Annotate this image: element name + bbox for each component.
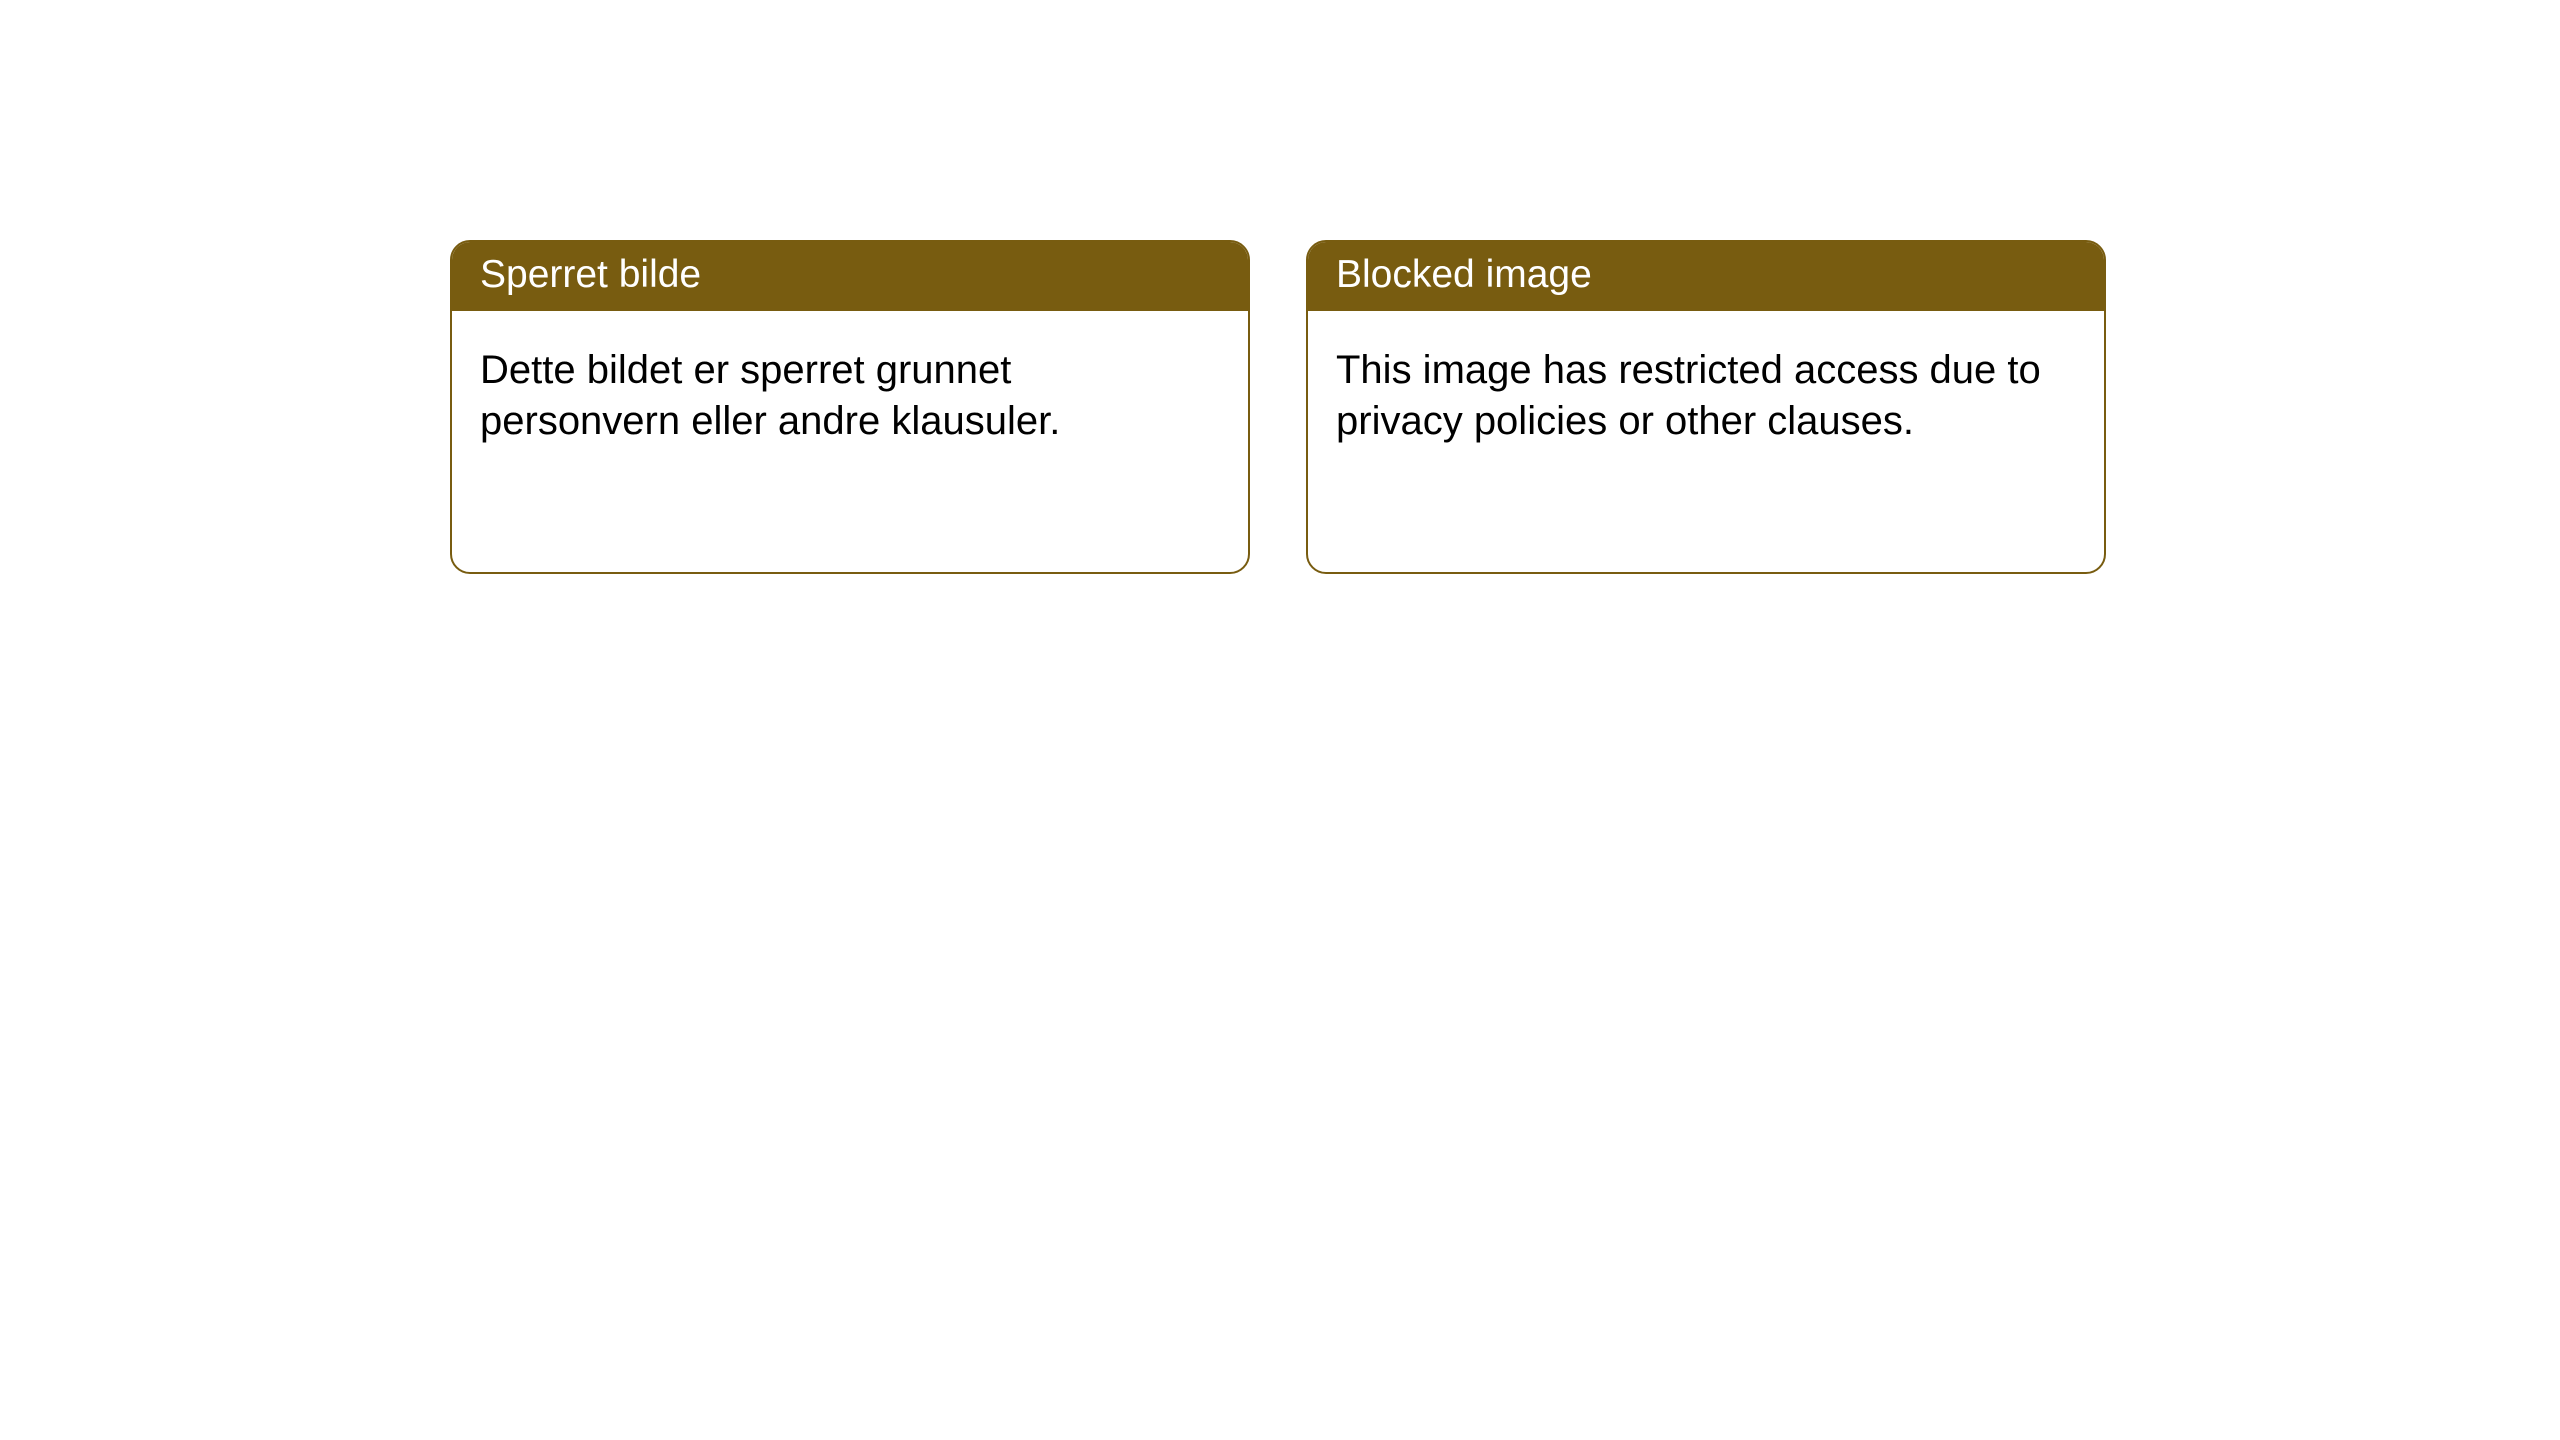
card-body: Dette bildet er sperret grunnet personve… [452,311,1248,481]
card-title: Blocked image [1336,253,1592,296]
notice-cards-container: Sperret bilde Dette bildet er sperret gr… [450,240,2560,574]
notice-card-norwegian: Sperret bilde Dette bildet er sperret gr… [450,240,1250,574]
card-message: Dette bildet er sperret grunnet personve… [480,348,1060,443]
card-body: This image has restricted access due to … [1308,311,2104,481]
card-title: Sperret bilde [480,253,701,296]
notice-card-english: Blocked image This image has restricted … [1306,240,2106,574]
card-header: Sperret bilde [452,242,1248,311]
card-header: Blocked image [1308,242,2104,311]
card-message: This image has restricted access due to … [1336,348,2041,443]
